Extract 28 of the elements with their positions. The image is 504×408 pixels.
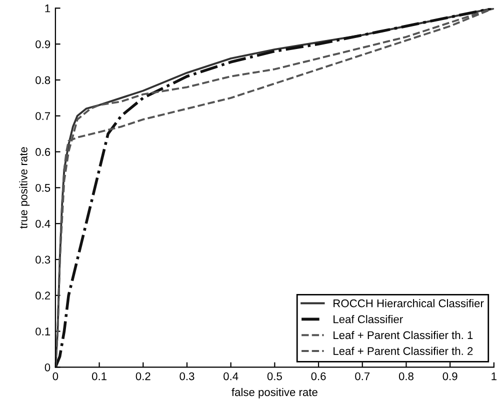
x-tick-label: 0.2 [136, 372, 150, 380]
x-tick-label: 0.8 [398, 372, 414, 380]
x-axis-title: false positive rate [232, 388, 318, 398]
y-tick-label: 0.8 [36, 76, 50, 84]
x-tick-label: 0 [52, 372, 58, 380]
x-tick-label: 0.9 [442, 372, 458, 380]
y-tick-label: 0.7 [36, 112, 50, 120]
y-tick-label: 0.5 [36, 184, 50, 192]
y-tick-label: 1 [45, 4, 50, 12]
x-tick-label: 0.3 [180, 372, 194, 380]
legend-label: Leaf + Parent Classifier th. 1 [334, 330, 473, 340]
y-tick-label: 0.9 [36, 40, 50, 48]
x-tick-label: 0.1 [92, 372, 106, 380]
y-tick-label: 0.3 [36, 256, 50, 264]
y-axis-title: true positive rate [19, 147, 30, 229]
legend-label: ROCCH Hierarchical Classifier [334, 299, 484, 308]
y-tick-label: 0.4 [36, 220, 50, 228]
y-tick-label: 0 [44, 363, 50, 372]
x-tick-label: 0.5 [267, 372, 282, 380]
legend-label: Leaf Classifier [334, 315, 403, 324]
legend-label: Leaf + Parent Classifier th. 2 [334, 346, 473, 356]
x-tick-label: 1 [492, 372, 496, 380]
y-tick-label: 0.2 [36, 292, 50, 300]
y-tick-label: 0.6 [36, 148, 50, 156]
x-tick-label: 0.4 [224, 372, 238, 380]
y-tick-label: 0.1 [36, 328, 50, 336]
x-tick-label: 0.7 [355, 372, 370, 380]
x-tick-label: 0.6 [311, 372, 326, 380]
